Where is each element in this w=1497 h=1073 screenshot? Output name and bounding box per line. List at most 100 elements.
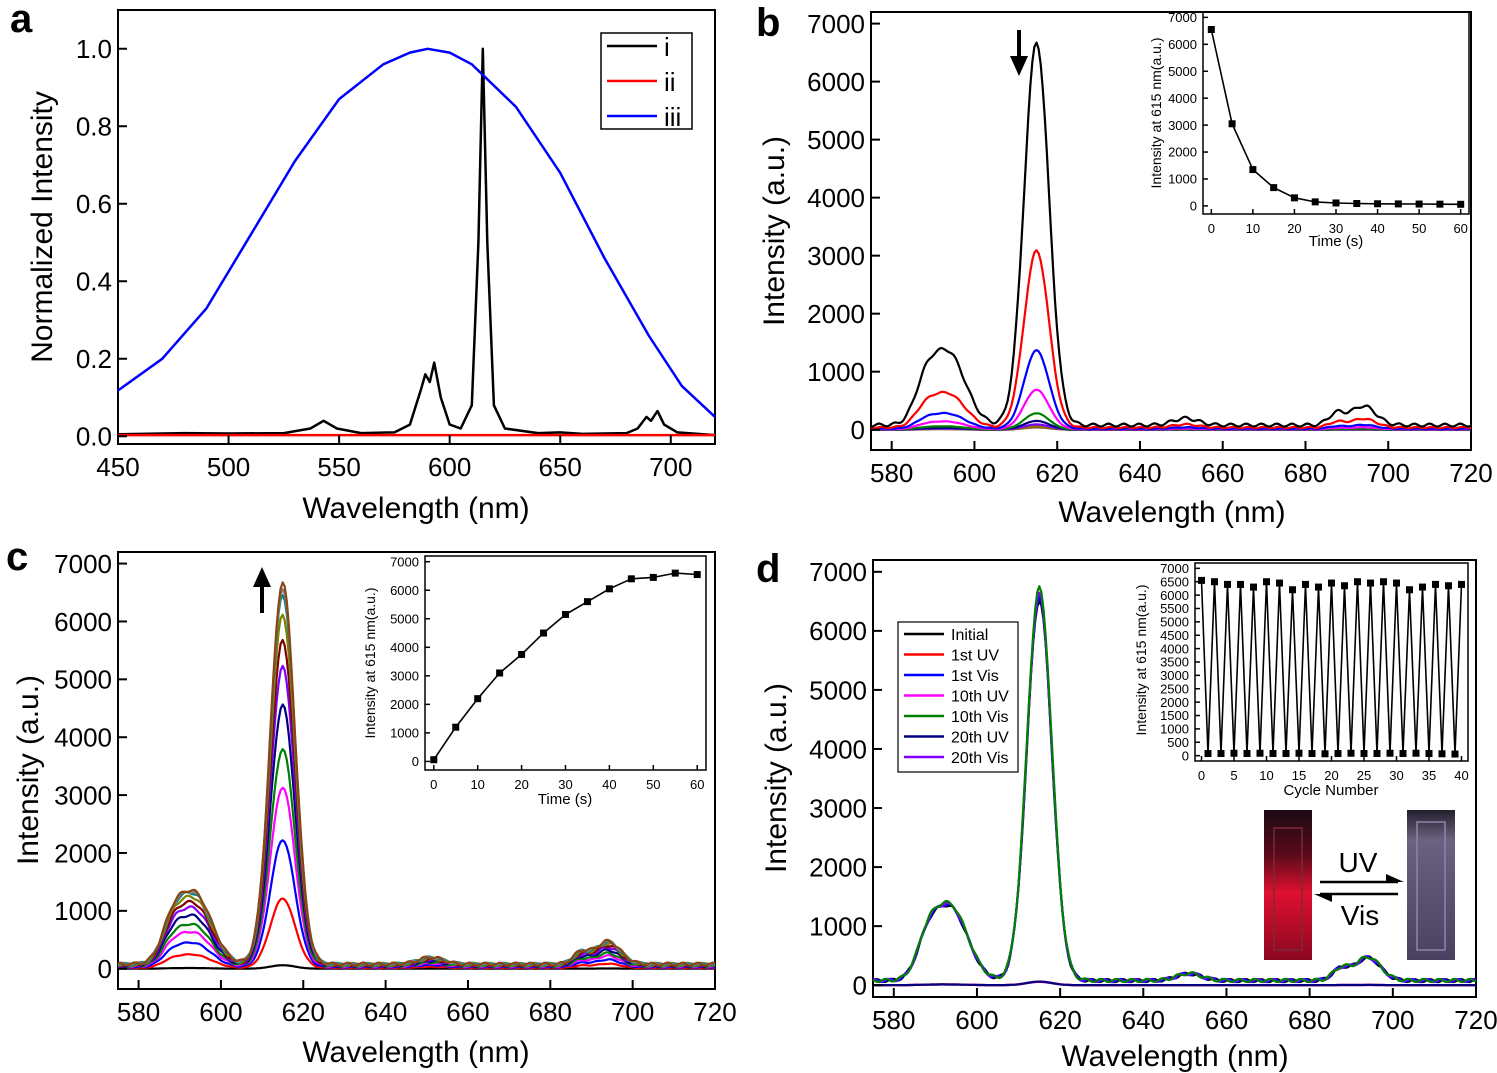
y-tick-label: 6500	[1160, 574, 1189, 589]
inset-point	[1198, 576, 1205, 584]
inset-point	[671, 569, 679, 577]
inset-b: Time (s) Intensity at 615 nm(a.u.) 0 10 20…	[1148, 10, 1470, 250]
inset-point	[1250, 583, 1257, 591]
y-tick-label: 3000	[1168, 118, 1197, 133]
inset-point	[1432, 580, 1439, 588]
series-group-a	[117, 47, 716, 437]
x-tick-label: 10	[1259, 768, 1273, 783]
x-tick-label: 40	[1370, 221, 1384, 236]
inset-c: Time (s) Intensity at 615 nm(a.u.) 0 10 20…	[362, 554, 707, 808]
ylabel-c: Intensity (a.u.)	[12, 675, 45, 865]
x-tick-label: 0	[1208, 221, 1215, 236]
panel-label-b: b	[756, 1, 780, 45]
inset-point	[1269, 750, 1277, 758]
inset-point	[1425, 750, 1433, 758]
x-tick-label: 50	[1412, 221, 1426, 236]
y-tick-label: 0	[851, 415, 865, 445]
inset-point	[627, 575, 635, 583]
legend-label-Initial: Initial	[951, 627, 988, 644]
inset-xlabel-b: Time (s)	[1309, 233, 1363, 250]
x-tick-label: 20	[514, 777, 528, 792]
x-tick-label: 15	[1292, 768, 1306, 783]
inset-ylabel-c: Intensity at 615 nm(a.u.)	[362, 588, 378, 739]
spectrum-15-s	[871, 388, 1472, 431]
y-tick-label: 6000	[1168, 37, 1197, 52]
inset-point	[1295, 749, 1303, 757]
y-tick-label: 1500	[1160, 708, 1189, 723]
x-tick-label: 600	[428, 452, 471, 482]
y-tick-label: 4000	[54, 723, 112, 753]
panel-label-a: a	[10, 0, 33, 41]
ylabel-d: Intensity (a.u.)	[760, 683, 793, 873]
y-tick-label: 3500	[1160, 655, 1189, 670]
ylabel-a: Normalized Intensity	[26, 91, 59, 363]
inset-point	[1367, 579, 1374, 587]
inset-point	[1451, 750, 1459, 758]
y-tick-label: 6000	[809, 616, 867, 646]
inset-point	[1230, 749, 1238, 757]
y-tick-label: 2000	[390, 697, 419, 712]
legend-label-1st-Vis: 1st Vis	[951, 668, 999, 685]
y-tick-label: 0	[853, 971, 867, 1001]
inset-point	[1308, 750, 1316, 758]
y-tick-label: 0	[1190, 199, 1197, 214]
vis-label: Vis	[1341, 900, 1379, 931]
x-tick-label: 10	[1246, 221, 1260, 236]
x-tick-label: 700	[1367, 458, 1410, 488]
inset-point	[1347, 749, 1355, 757]
legend-label-10th-UV: 10th UV	[951, 689, 1009, 706]
inset-point	[1393, 579, 1400, 587]
vial-vis-tube	[1416, 821, 1446, 951]
y-tick-label: 0.0	[76, 422, 112, 452]
panel-d: 580 600 620 640 660 680 700 7200100020003000400…	[760, 557, 1497, 1073]
spectrum-20-s	[117, 748, 716, 969]
x-tick-label: 25	[1357, 768, 1371, 783]
inset-xlabel-d: Cycle Number	[1283, 782, 1378, 799]
series-group-d	[872, 585, 1477, 987]
inset-line	[1210, 29, 1461, 206]
panel-label-c: c	[6, 535, 28, 579]
inset-point	[1399, 750, 1407, 758]
inset-point	[1237, 580, 1244, 588]
vial-photos: UV Vis	[1264, 810, 1455, 960]
x-tick-label: 640	[364, 997, 407, 1027]
inset-point	[649, 573, 657, 581]
xlabel-b: Wavelength (nm)	[1058, 496, 1285, 529]
x-tick-label: 720	[1454, 1005, 1497, 1035]
inset-point	[1263, 578, 1270, 586]
inset-point	[1341, 582, 1348, 590]
ticks-c: 580 600 620 640 660 680 700 7200100020003000400…	[54, 549, 737, 1027]
inset-point	[1228, 120, 1236, 128]
legend-label-iii: iii	[664, 102, 681, 132]
inset-point	[1224, 580, 1231, 588]
x-tick-label: 680	[1288, 1005, 1331, 1035]
y-tick-label: 7000	[1160, 561, 1189, 576]
spectrum-15-s	[117, 786, 716, 969]
y-tick-label: 4000	[807, 183, 865, 213]
ylabel-b: Intensity (a.u.)	[758, 136, 791, 326]
inset-point	[1445, 582, 1452, 590]
y-tick-label: 6000	[807, 67, 865, 97]
inset-point	[1354, 578, 1361, 586]
x-tick-label: 650	[539, 452, 582, 482]
inset-point	[1332, 199, 1340, 207]
inset-ylabel-b: Intensity at 615 nm(a.u.)	[1148, 38, 1164, 189]
inset-point	[540, 629, 548, 637]
inset-line	[1200, 580, 1463, 755]
inset-point	[1419, 583, 1426, 591]
y-tick-label: 3000	[54, 780, 112, 810]
inset-point	[1290, 194, 1298, 202]
series-line-iii	[117, 47, 716, 418]
inset-frame-c	[424, 555, 707, 771]
inset-point	[452, 723, 460, 731]
x-tick-label: 660	[446, 997, 489, 1027]
panel-label-d: d	[756, 547, 780, 591]
y-tick-label: 1000	[54, 896, 112, 926]
inset-point	[583, 598, 591, 606]
x-tick-label: 20	[1287, 221, 1301, 236]
y-tick-label: 7000	[54, 549, 112, 579]
y-tick-label: 1000	[1168, 172, 1197, 187]
y-tick-label: 1000	[809, 911, 867, 941]
x-tick-label: 700	[1371, 1005, 1414, 1035]
